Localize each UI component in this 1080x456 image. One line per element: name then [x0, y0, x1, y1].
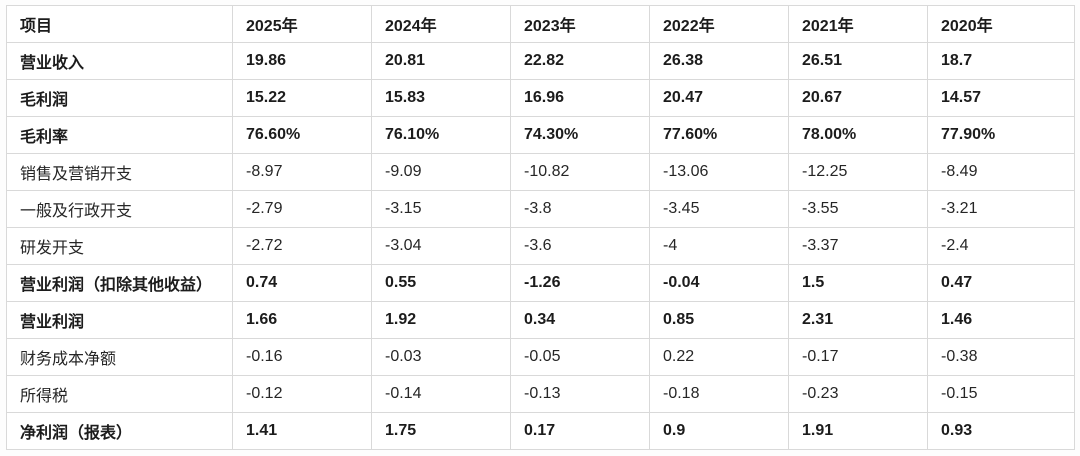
cell-value: 76.10% [371, 116, 511, 154]
cell-value: 20.81 [371, 42, 511, 80]
cell-value: -0.23 [788, 375, 928, 413]
financial-table: 项目 2025年 2024年 2023年 2022年 2021年 2020年 营业收入 19.… [6, 5, 1075, 450]
row-label: 所得税 [6, 375, 233, 413]
cell-value: 22.82 [510, 42, 650, 80]
table-row: 研发开支 -2.72 -3.04 -3.6 -4 -3.37 -2.4 [6, 227, 1075, 265]
row-label: 销售及营销开支 [6, 153, 233, 191]
cell-value: -0.38 [927, 338, 1075, 376]
cell-value: 20.67 [788, 79, 928, 117]
cell-value: 0.17 [510, 412, 650, 450]
cell-value: 15.83 [371, 79, 511, 117]
column-header-year: 2020年 [927, 5, 1075, 43]
cell-value: 2.31 [788, 301, 928, 339]
column-header-year: 2022年 [649, 5, 789, 43]
table-row: 财务成本净额 -0.16 -0.03 -0.05 0.22 -0.17 -0.38 [6, 338, 1075, 376]
cell-value: -3.37 [788, 227, 928, 265]
cell-value: 1.75 [371, 412, 511, 450]
row-label: 营业利润（扣除其他收益） [6, 264, 233, 302]
cell-value: 0.22 [649, 338, 789, 376]
cell-value: -10.82 [510, 153, 650, 191]
row-label: 一般及行政开支 [6, 190, 233, 228]
cell-value: -8.97 [232, 153, 372, 191]
cell-value: 20.47 [649, 79, 789, 117]
cell-value: 77.90% [927, 116, 1075, 154]
cell-value: 15.22 [232, 79, 372, 117]
cell-value: -0.14 [371, 375, 511, 413]
cell-value: -0.15 [927, 375, 1075, 413]
cell-value: -13.06 [649, 153, 789, 191]
cell-value: 16.96 [510, 79, 650, 117]
row-label: 财务成本净额 [6, 338, 233, 376]
cell-value: 0.9 [649, 412, 789, 450]
cell-value: 1.41 [232, 412, 372, 450]
column-header-year: 2023年 [510, 5, 650, 43]
cell-value: 19.86 [232, 42, 372, 80]
table-row: 毛利润 15.22 15.83 16.96 20.47 20.67 14.57 [6, 79, 1075, 117]
table-body: 营业收入 19.86 20.81 22.82 26.38 26.51 18.7 毛利润 15.2… [6, 42, 1075, 450]
cell-value: -8.49 [927, 153, 1075, 191]
column-header-year: 2024年 [371, 5, 511, 43]
financial-table-container: 项目 2025年 2024年 2023年 2022年 2021年 2020年 营业收入 19.… [6, 5, 1075, 450]
cell-value: 0.93 [927, 412, 1075, 450]
row-label: 毛利率 [6, 116, 233, 154]
row-label: 营业收入 [6, 42, 233, 80]
cell-value: -0.13 [510, 375, 650, 413]
cell-value: 76.60% [232, 116, 372, 154]
row-label: 净利润（报表） [6, 412, 233, 450]
column-header-year: 2021年 [788, 5, 928, 43]
cell-value: 1.92 [371, 301, 511, 339]
column-header-year: 2025年 [232, 5, 372, 43]
cell-value: -4 [649, 227, 789, 265]
cell-value: -3.6 [510, 227, 650, 265]
table-row: 营业利润 1.66 1.92 0.34 0.85 2.31 1.46 [6, 301, 1075, 339]
table-row: 净利润（报表） 1.41 1.75 0.17 0.9 1.91 0.93 [6, 412, 1075, 450]
row-label: 毛利润 [6, 79, 233, 117]
header-row: 项目 2025年 2024年 2023年 2022年 2021年 2020年 [6, 5, 1075, 43]
cell-value: -3.15 [371, 190, 511, 228]
cell-value: 74.30% [510, 116, 650, 154]
cell-value: -3.55 [788, 190, 928, 228]
cell-value: -2.79 [232, 190, 372, 228]
cell-value: -0.16 [232, 338, 372, 376]
table-row: 销售及营销开支 -8.97 -9.09 -10.82 -13.06 -12.25 -8.49 [6, 153, 1075, 191]
cell-value: 14.57 [927, 79, 1075, 117]
cell-value: -0.04 [649, 264, 789, 302]
table-row: 营业收入 19.86 20.81 22.82 26.38 26.51 18.7 [6, 42, 1075, 80]
cell-value: -0.18 [649, 375, 789, 413]
row-label: 营业利润 [6, 301, 233, 339]
row-label: 研发开支 [6, 227, 233, 265]
cell-value: -0.12 [232, 375, 372, 413]
cell-value: 26.51 [788, 42, 928, 80]
cell-value: 0.34 [510, 301, 650, 339]
cell-value: -2.4 [927, 227, 1075, 265]
cell-value: 1.46 [927, 301, 1075, 339]
cell-value: -3.04 [371, 227, 511, 265]
cell-value: 0.55 [371, 264, 511, 302]
column-header-item: 项目 [6, 5, 233, 43]
cell-value: 26.38 [649, 42, 789, 80]
cell-value: -2.72 [232, 227, 372, 265]
cell-value: -3.8 [510, 190, 650, 228]
cell-value: 77.60% [649, 116, 789, 154]
cell-value: 1.66 [232, 301, 372, 339]
cell-value: 1.91 [788, 412, 928, 450]
cell-value: 1.5 [788, 264, 928, 302]
cell-value: -9.09 [371, 153, 511, 191]
cell-value: 18.7 [927, 42, 1075, 80]
cell-value: -3.45 [649, 190, 789, 228]
cell-value: 78.00% [788, 116, 928, 154]
table-row: 一般及行政开支 -2.79 -3.15 -3.8 -3.45 -3.55 -3.21 [6, 190, 1075, 228]
table-row: 所得税 -0.12 -0.14 -0.13 -0.18 -0.23 -0.15 [6, 375, 1075, 413]
cell-value: 0.85 [649, 301, 789, 339]
cell-value: 0.47 [927, 264, 1075, 302]
cell-value: -0.05 [510, 338, 650, 376]
cell-value: -0.03 [371, 338, 511, 376]
cell-value: -3.21 [927, 190, 1075, 228]
cell-value: -1.26 [510, 264, 650, 302]
table-row: 营业利润（扣除其他收益） 0.74 0.55 -1.26 -0.04 1.5 0.47 [6, 264, 1075, 302]
cell-value: -12.25 [788, 153, 928, 191]
table-row: 毛利率 76.60% 76.10% 74.30% 77.60% 78.00% 77.90% [6, 116, 1075, 154]
cell-value: 0.74 [232, 264, 372, 302]
cell-value: -0.17 [788, 338, 928, 376]
